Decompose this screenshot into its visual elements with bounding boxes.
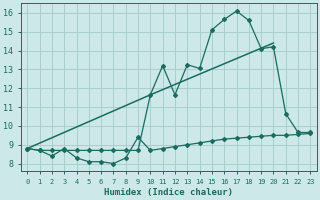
X-axis label: Humidex (Indice chaleur): Humidex (Indice chaleur) [104, 188, 233, 197]
